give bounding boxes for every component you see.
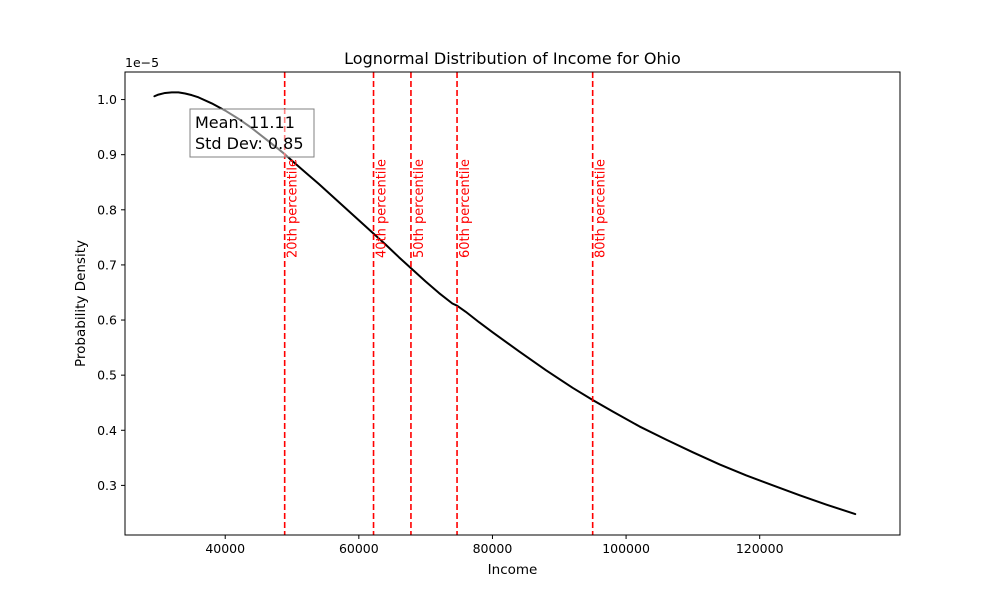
percentile-label: 40th percentile [375, 159, 390, 258]
density-curve-line [153, 91, 857, 516]
axis-ticks: 40000 60000 80000 100000 120000 0.3 0.4 0.5 0.6 0… [97, 92, 783, 556]
y-tick-label: 1.0 [97, 92, 117, 107]
percentile-label: 60th percentile [458, 159, 473, 258]
x-tick-label: 80000 [473, 541, 513, 556]
percentile-label: 50th percentile [412, 159, 427, 258]
y-tick-label: 0.6 [97, 313, 117, 328]
percentile-label: 80th percentile [594, 159, 609, 258]
chart-title: Lognormal Distribution of Income for Ohi… [344, 49, 681, 68]
x-axis-label: Income [488, 562, 538, 578]
y-tick-label: 0.9 [97, 147, 117, 162]
stats-box-frame [189, 108, 315, 158]
x-tick-label: 120000 [736, 541, 784, 556]
y-tick-label: 0.3 [97, 478, 117, 493]
stats-std-dev: Std Dev: 0.85 [195, 134, 304, 153]
stats-mean: Mean: 11.11 [195, 113, 295, 132]
y-tick-label: 0.8 [97, 202, 117, 217]
y-tick-label: 0.7 [97, 257, 117, 272]
y-tick-label: 0.5 [97, 368, 117, 383]
stats-box: Mean: 11.11 Std Dev: 0.85 [189, 108, 315, 158]
plot-frame [124, 71, 901, 536]
x-tick-label: 60000 [339, 541, 379, 556]
x-tick-label: 100000 [602, 541, 650, 556]
y-axis-offset-label: 1e−5 [125, 55, 159, 70]
percentile-label: 20th percentile [286, 159, 301, 258]
x-tick-label: 40000 [205, 541, 245, 556]
y-axis-label: Probability Density [73, 240, 89, 367]
y-tick-label: 0.4 [97, 423, 117, 438]
